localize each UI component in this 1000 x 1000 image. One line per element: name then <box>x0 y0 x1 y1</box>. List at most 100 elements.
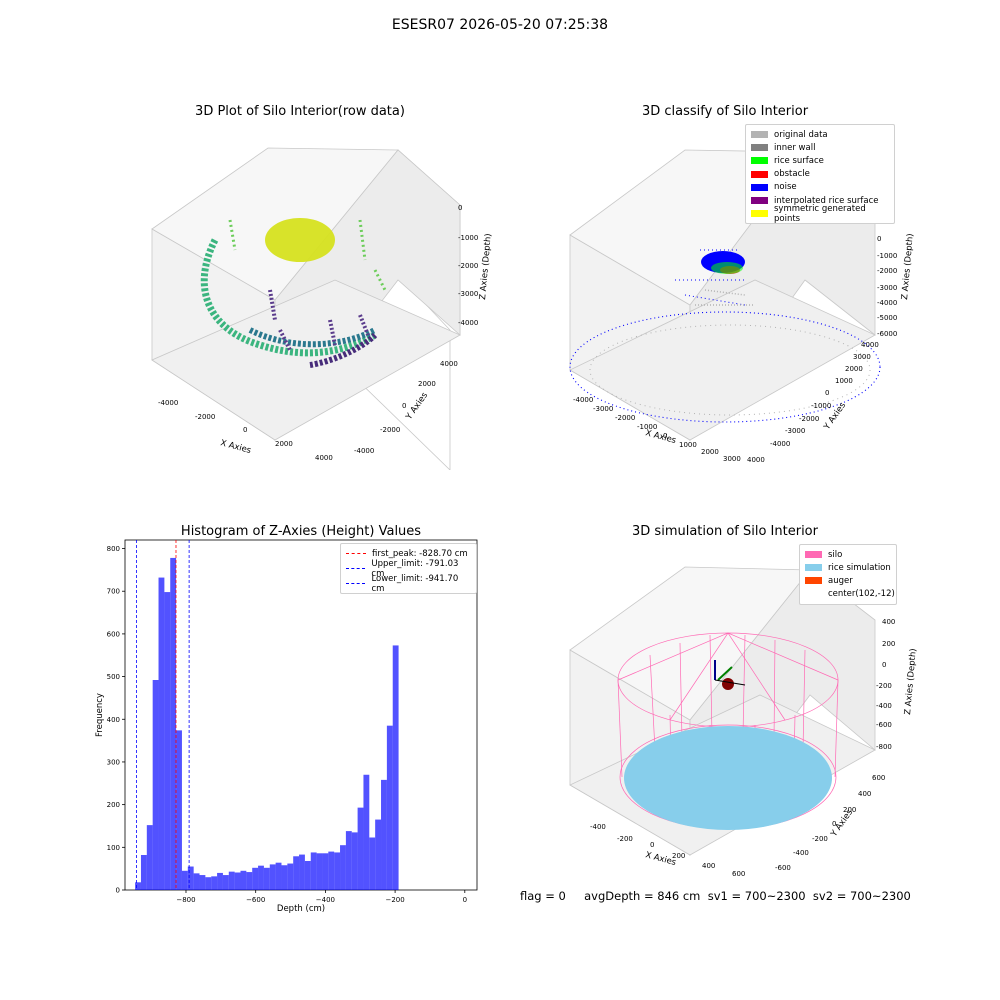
classify-x-tick-8: 3000 <box>723 455 741 463</box>
legend-swatch <box>805 564 822 572</box>
histogram-bar <box>228 871 235 890</box>
classify-y-tick-1: -4000 <box>770 440 790 448</box>
auger-marker <box>714 660 746 690</box>
classify-z-tick-7: -5000 <box>877 314 897 322</box>
raw-z-label: Z Axies (Depth) <box>478 233 494 300</box>
classify-legend-item: original data <box>751 128 889 141</box>
histogram-bar <box>328 851 335 890</box>
classify-legend-item: interpolated rice surface <box>751 194 889 207</box>
legend-label: silo <box>828 549 843 560</box>
histogram-bar <box>287 863 294 890</box>
classify-y-tick-4: -1000 <box>811 402 831 410</box>
histogram-reference-lines <box>136 540 190 890</box>
legend-line-red <box>346 553 366 554</box>
histogram-bar <box>299 854 305 890</box>
x-tick-label: 0 <box>463 896 467 904</box>
histogram-bar <box>386 725 393 890</box>
legend-swatch <box>805 591 822 598</box>
histogram-bar <box>205 877 212 890</box>
histogram-legend: first_peak: -828.70 cm Upper_limit: -791… <box>340 543 477 594</box>
sim-z-tick-1: 400 <box>882 618 895 626</box>
classify-x-tick-1: -4000 <box>573 396 593 404</box>
histogram-bar <box>269 864 276 890</box>
x-tick-label: −200 <box>385 896 404 904</box>
legend-label: original data <box>774 129 828 140</box>
raw-x-tick-4: 2000 <box>275 440 293 448</box>
simulation-legend-item: rice simulation <box>805 561 891 574</box>
sim-z-tick-7: -800 <box>876 743 892 751</box>
histogram-y-label: Frequency <box>95 693 105 737</box>
legend-swatch <box>751 210 768 218</box>
simulation-3d-plot: -400 -200 0 200 400 600 X Axies 600 400 … <box>569 566 919 878</box>
histogram-bar <box>351 832 358 890</box>
sim-z-tick-2: 200 <box>882 640 895 648</box>
classify-z-tick-2: 0 <box>877 235 881 243</box>
sim-z-tick-3: 0 <box>882 661 886 669</box>
histogram-bar <box>316 853 323 890</box>
raw-z-tick-2: -1000 <box>458 234 478 242</box>
histogram-bar <box>146 825 153 890</box>
histogram-x-ticks: −800 −600 −400 −200 0 <box>176 890 467 904</box>
legend-label: auger <box>828 575 853 586</box>
raw-y-tick-5: 4000 <box>440 360 458 368</box>
classify-point-cloud <box>569 249 881 423</box>
classify-legend: original data inner wall rice surface ob… <box>745 124 895 225</box>
sim-y-tick-7: -600 <box>775 864 791 872</box>
raw-x-tick-1: -4000 <box>158 399 178 407</box>
histogram-x-label: Depth (cm) <box>277 904 325 914</box>
sim-x-tick-3: 0 <box>650 841 654 849</box>
x-tick-label: −800 <box>176 896 195 904</box>
sim-z-tick-5: -400 <box>876 702 892 710</box>
simulation-legend-item: silo <box>805 548 891 561</box>
histogram-bar <box>363 774 370 890</box>
histogram-bar <box>234 872 241 890</box>
x-tick-label: −600 <box>246 896 265 904</box>
sim-x-tick-6: 600 <box>732 870 745 878</box>
legend-label: first_peak: -828.70 cm <box>372 548 468 559</box>
raw-z-tick-4: -3000 <box>458 290 478 298</box>
simulation-plot-title: 3D simulation of Silo Interior <box>632 524 818 539</box>
raw-point-cloud <box>200 218 387 368</box>
legend-swatch <box>751 144 768 152</box>
histogram-bar <box>375 819 382 890</box>
histogram-bars <box>135 557 399 890</box>
histogram-bar <box>170 557 177 890</box>
histogram-bar <box>340 845 346 890</box>
classify-x-tick-6: 1000 <box>679 441 697 449</box>
classify-legend-item: inner wall <box>751 141 889 154</box>
legend-swatch <box>751 183 768 191</box>
raw-y-tick-2: -2000 <box>380 426 400 434</box>
histogram-bar <box>211 876 218 890</box>
histogram-bar <box>246 872 253 890</box>
legend-swatch <box>751 157 768 165</box>
histogram-chart: −800 −600 −400 −200 0 0 100 200 300 400 500 600 700… <box>95 539 478 914</box>
classify-x-label: X Axies <box>644 428 677 446</box>
raw-x-label: X Axies <box>219 438 252 456</box>
histogram-bar <box>193 873 200 890</box>
histogram-bar <box>158 577 165 890</box>
sim-z-label: Z Axies (Depth) <box>903 648 919 715</box>
y-tick-label: 100 <box>107 844 120 852</box>
histogram-bar <box>164 592 171 890</box>
legend-label: rice simulation <box>828 562 891 573</box>
histogram-bar <box>392 645 399 890</box>
x-tick-label: −400 <box>316 896 335 904</box>
legend-label: interpolated rice surface <box>774 195 879 206</box>
sim-y-tick-1: 600 <box>872 774 885 782</box>
histogram-bar <box>135 882 141 890</box>
raw-z-tick-1: 0 <box>458 204 462 212</box>
histogram-bar <box>176 730 182 890</box>
histogram-bar <box>369 837 376 890</box>
legend-label: center(102,-12) <box>828 589 895 600</box>
y-tick-label: 200 <box>107 801 120 809</box>
sim-z-tick-6: -600 <box>876 721 892 729</box>
histogram-bar <box>334 852 341 890</box>
classify-z-tick-3: -1000 <box>877 252 897 260</box>
histogram-legend-item: Lower_limit: -941.70 cm <box>346 574 471 594</box>
y-tick-label: 0 <box>116 887 120 895</box>
classify-z-tick-8: -6000 <box>877 330 897 338</box>
raw-y-tick-1: -4000 <box>354 447 374 455</box>
classify-y-tick-8: 3000 <box>853 353 871 361</box>
sim-x-tick-5: 400 <box>702 862 715 870</box>
classify-x-tick-9: 4000 <box>747 456 765 464</box>
